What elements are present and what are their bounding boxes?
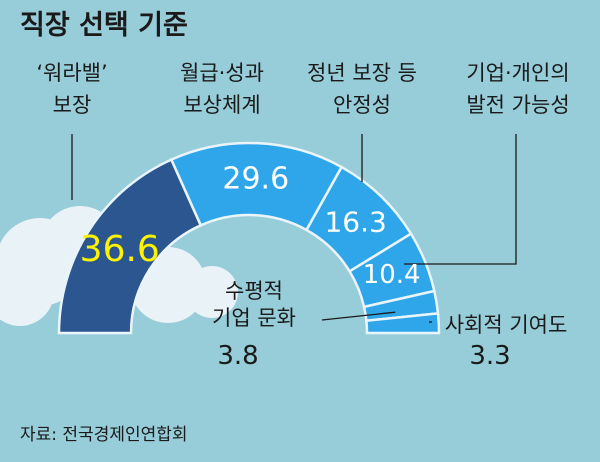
category-label-1-line-1: ‘워라밸’ bbox=[36, 61, 107, 85]
value-label-5: 3.8 bbox=[217, 341, 258, 371]
value-label-4: 10.4 bbox=[363, 260, 421, 290]
category-label-4-line-1: 기업·개인의 bbox=[466, 61, 569, 85]
value-label-2: 29.6 bbox=[222, 162, 289, 197]
category-label-3-line-2: 안정성 bbox=[333, 93, 391, 117]
category-label-3-line-1: 정년 보장 등 bbox=[307, 61, 417, 85]
leader-line-4 bbox=[404, 134, 517, 265]
category-label-5-line-2: 기업 문화 bbox=[212, 306, 296, 330]
category-label-1-line-2: 보장 bbox=[53, 93, 92, 117]
slice-6 bbox=[364, 311, 441, 335]
leader-lines bbox=[71, 134, 517, 323]
value-label-1: 36.6 bbox=[80, 229, 160, 270]
value-labels: 36.6 29.6 16.3 10.4 3.8 3.3 bbox=[80, 162, 511, 371]
cloud-puff bbox=[0, 258, 54, 326]
value-label-6: 3.3 bbox=[469, 341, 510, 371]
category-label-5-line-1: 수평적 bbox=[225, 279, 283, 303]
half-donut bbox=[57, 141, 441, 335]
source-note: 자료: 전국경제인연합회 bbox=[20, 425, 188, 445]
category-label-4-line-2: 발전 가능성 bbox=[466, 93, 569, 117]
category-label-6-line-1: 사회적 기여도 bbox=[445, 313, 568, 337]
leader-line-5 bbox=[321, 311, 396, 321]
value-label-3: 16.3 bbox=[324, 205, 386, 238]
category-label-2-line-2: 보상체계 bbox=[183, 93, 260, 117]
cloud-puff bbox=[186, 266, 238, 318]
category-label-2-line-1: 월급·성과 bbox=[180, 61, 264, 85]
chart-title: 직장 선택 기준 bbox=[20, 10, 188, 41]
slice-1 bbox=[57, 157, 203, 335]
